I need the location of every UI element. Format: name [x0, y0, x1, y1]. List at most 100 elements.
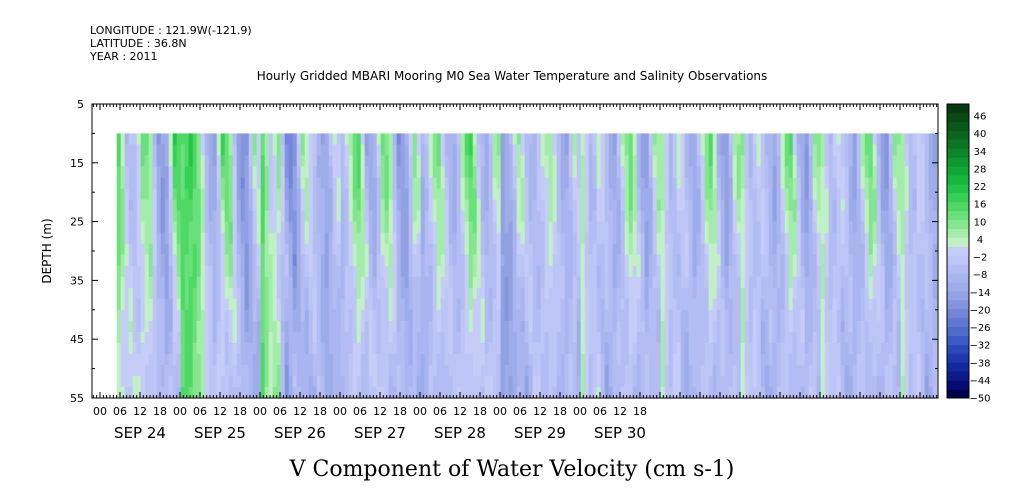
heatmap-cell	[524, 155, 530, 167]
heatmap-cell	[616, 353, 622, 366]
heatmap-cell	[848, 243, 854, 256]
heatmap-cell	[564, 331, 570, 344]
heatmap-cell	[288, 342, 294, 355]
heatmap-cell	[160, 364, 166, 377]
heatmap-cell	[728, 353, 734, 366]
heatmap-cell	[832, 177, 838, 190]
heatmap-cell	[868, 210, 874, 223]
heatmap-cell	[600, 298, 606, 311]
heatmap-cell	[432, 177, 438, 190]
heatmap-cell	[696, 221, 702, 234]
heatmap-cell	[240, 188, 246, 201]
heatmap-cell	[708, 155, 714, 167]
heatmap-cell	[276, 155, 282, 167]
heatmap-cell	[444, 309, 450, 322]
heatmap-cell	[324, 342, 330, 355]
heatmap-cell	[128, 177, 134, 190]
heatmap-cell	[348, 353, 354, 366]
heatmap-cell	[148, 375, 154, 388]
heatmap-cell	[828, 243, 834, 256]
heatmap-cell	[580, 331, 586, 344]
heatmap-cell	[452, 320, 458, 333]
heatmap-cell	[124, 320, 130, 333]
heatmap-cell	[136, 210, 142, 223]
heatmap-cell	[716, 364, 722, 377]
heatmap-cell	[800, 375, 806, 388]
heatmap-cell	[684, 353, 690, 366]
heatmap-cell	[448, 276, 454, 289]
heatmap-cell	[168, 342, 174, 355]
heatmap-cell	[624, 353, 630, 366]
heatmap-cell	[368, 375, 374, 388]
heatmap-cell	[812, 221, 818, 234]
heatmap-cell	[752, 177, 758, 190]
heatmap-cell	[316, 320, 322, 333]
heatmap-cell	[560, 199, 566, 212]
heatmap-cell	[228, 265, 234, 278]
heatmap-cell	[352, 375, 358, 388]
heatmap-cell	[768, 342, 774, 355]
heatmap-cell	[116, 177, 122, 190]
heatmap-cell	[540, 364, 546, 377]
heatmap-cell	[776, 221, 782, 234]
heatmap-cell	[528, 166, 534, 179]
heatmap-cell	[712, 221, 718, 234]
heatmap-cell	[532, 144, 538, 156]
heatmap-cell	[556, 221, 562, 234]
heatmap-cell	[444, 155, 450, 167]
heatmap-cell	[672, 364, 678, 377]
heatmap-cell	[116, 155, 122, 167]
heatmap-cell	[116, 375, 122, 388]
heatmap-cell	[376, 254, 382, 267]
heatmap-cell	[520, 309, 526, 322]
heatmap-cell	[232, 320, 238, 333]
heatmap-cell	[352, 254, 358, 267]
heatmap-cell	[532, 221, 538, 234]
heatmap-cell	[412, 243, 418, 256]
heatmap-cell	[688, 232, 694, 245]
heatmap-cell	[420, 133, 426, 145]
heatmap-cell	[852, 342, 858, 355]
heatmap-cell	[684, 188, 690, 201]
heatmap-cell	[836, 221, 842, 234]
heatmap-cell	[300, 309, 306, 322]
heatmap-cell	[648, 177, 654, 190]
heatmap-cell	[532, 298, 538, 311]
heatmap-cell	[180, 265, 186, 278]
heatmap-cell	[792, 364, 798, 377]
heatmap-cell	[204, 298, 210, 311]
heatmap-cell	[544, 364, 550, 377]
heatmap-cell	[608, 331, 614, 344]
heatmap-cell	[128, 309, 134, 322]
heatmap-cell	[500, 331, 506, 344]
heatmap-cell	[796, 309, 802, 322]
heatmap-cell	[256, 298, 262, 311]
heatmap-cell	[712, 331, 718, 344]
heatmap-cell	[536, 243, 542, 256]
heatmap-cell	[348, 387, 354, 399]
heatmap-cell	[868, 188, 874, 201]
heatmap-cell	[152, 177, 158, 190]
heatmap-cell	[400, 309, 406, 322]
heatmap-cell	[428, 221, 434, 234]
heatmap-cell	[676, 232, 682, 245]
heatmap-cell	[528, 221, 534, 234]
heatmap-cell	[168, 232, 174, 245]
heatmap-cell	[540, 342, 546, 355]
heatmap-cell	[836, 342, 842, 355]
heatmap-cell	[904, 353, 910, 366]
heatmap-cell	[916, 265, 922, 278]
heatmap-cell	[608, 309, 614, 322]
heatmap-cell	[648, 243, 654, 256]
heatmap-cell	[760, 221, 766, 234]
heatmap-cell	[680, 221, 686, 234]
heatmap-cell	[784, 144, 790, 156]
heatmap-cell	[364, 155, 370, 167]
heatmap-cell	[148, 188, 154, 201]
heatmap-cell	[804, 298, 810, 311]
heatmap-cell	[504, 243, 510, 256]
heatmap-cell	[772, 133, 778, 145]
heatmap-cell	[908, 276, 914, 289]
heatmap-cell	[516, 221, 522, 234]
heatmap-cell	[236, 287, 242, 300]
